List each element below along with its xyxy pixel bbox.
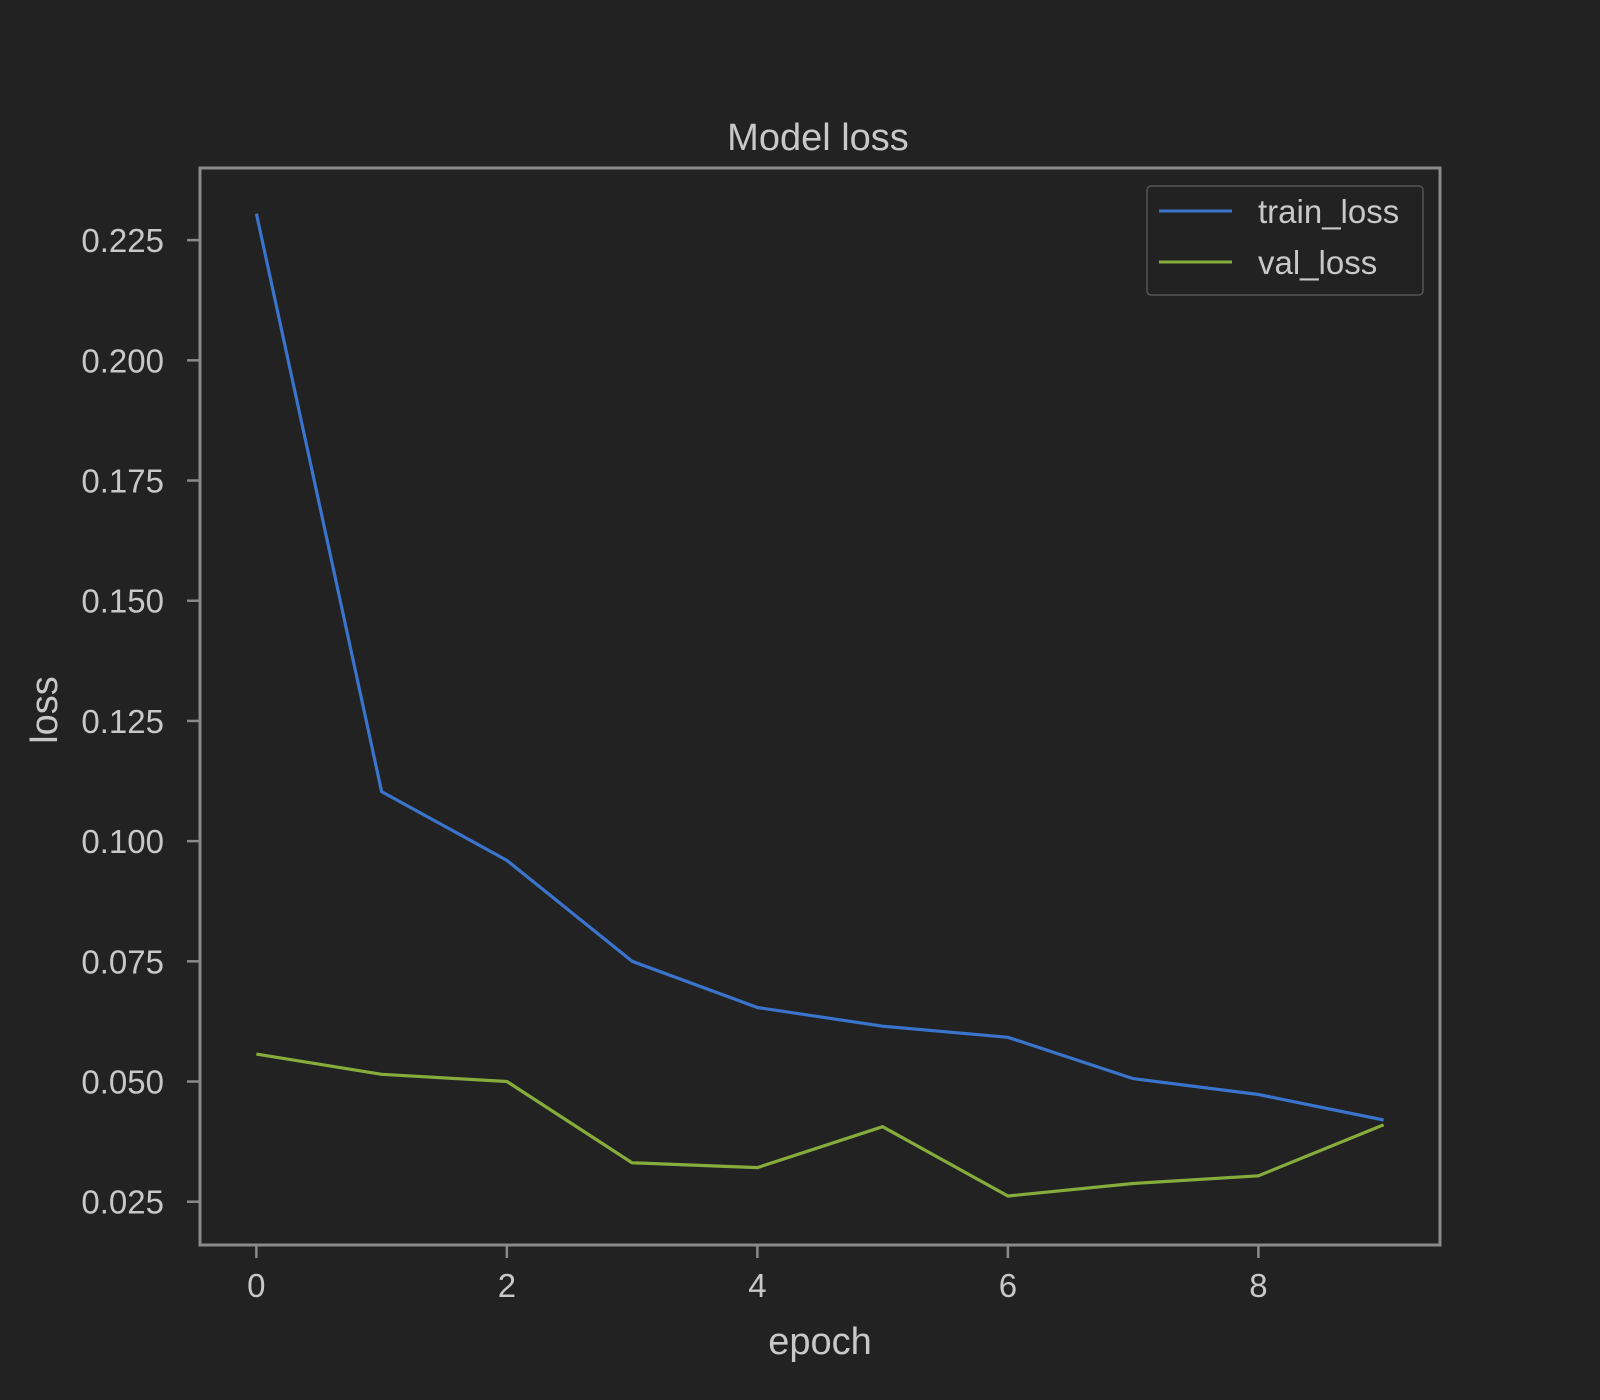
y-tick-label: 0.225	[81, 222, 164, 259]
y-tick-label: 0.175	[81, 463, 164, 500]
legend-label-val-loss: val_loss	[1258, 244, 1377, 281]
y-tick-label: 0.100	[81, 823, 164, 860]
y-tick-label: 0.075	[81, 943, 164, 980]
x-tick-label: 0	[247, 1267, 265, 1304]
x-tick-label: 4	[748, 1267, 766, 1304]
series-layer	[254, 213, 1385, 1198]
y-axis-label: loss	[24, 676, 66, 744]
x-tick-label: 8	[1249, 1267, 1267, 1304]
series-line-train-loss	[254, 213, 1384, 1122]
legend: train_loss val_loss	[1146, 185, 1424, 296]
y-axis-ticks: 0.025 0.050 0.075 0.100 0.125 0.150 0.175 0.200…	[81, 222, 200, 1221]
x-tick-label: 2	[498, 1267, 516, 1304]
legend-label-train-loss: train_loss	[1258, 193, 1399, 230]
y-tick-label: 0.025	[81, 1184, 164, 1221]
y-tick-label: 0.125	[81, 703, 164, 740]
series-line-val-loss	[256, 1052, 1385, 1198]
y-tick-label: 0.050	[81, 1064, 164, 1101]
plot-frame	[198, 166, 1442, 1247]
chart-title: Model loss	[727, 117, 909, 159]
x-tick-label: 6	[999, 1267, 1017, 1304]
y-tick-label: 0.150	[81, 583, 164, 620]
x-axis-label: epoch	[768, 1321, 872, 1363]
x-axis-ticks: 0 2 4 6 8	[247, 1245, 1268, 1304]
legend-box	[1146, 185, 1424, 296]
y-tick-label: 0.200	[81, 342, 164, 379]
